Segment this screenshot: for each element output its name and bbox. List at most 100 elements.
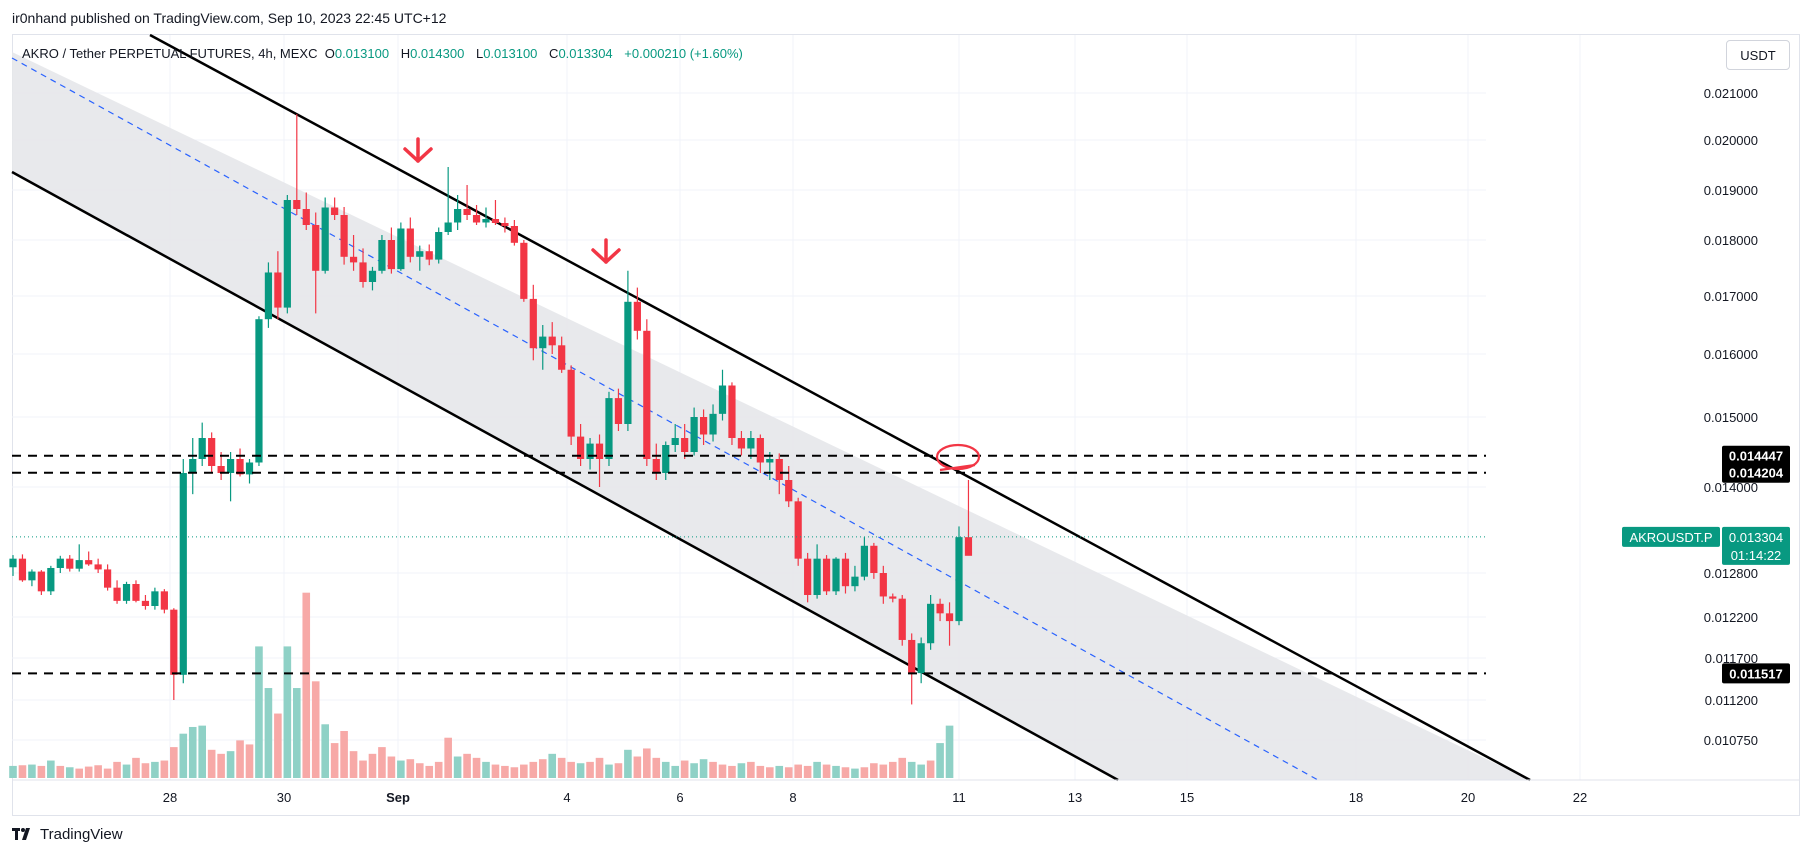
candle-body [85, 560, 93, 565]
candle-body [208, 438, 216, 466]
volume-bar [321, 724, 329, 778]
volume-bar [188, 726, 197, 778]
volume-bar [803, 765, 812, 778]
candle-body [75, 560, 83, 569]
candle-body [340, 215, 348, 257]
candle-body [718, 385, 727, 414]
candle-body [444, 222, 452, 232]
candle-body [747, 438, 755, 449]
high-label: H [400, 46, 411, 61]
candle-body [501, 223, 509, 226]
volume-bar [661, 761, 670, 778]
price-tick-label: 0.018000 [1704, 233, 1758, 248]
tradingview-logo-icon [12, 827, 34, 843]
volume-bar [718, 764, 727, 778]
symbol-tag [1622, 526, 1720, 547]
candle-body [870, 545, 878, 573]
volume-bar [898, 757, 907, 778]
volume-bar [841, 767, 850, 778]
time-tick-label: 13 [1068, 790, 1082, 805]
volume-bar [680, 760, 689, 778]
candle-body [898, 598, 906, 640]
volume-bar [132, 757, 140, 778]
candle-body [28, 571, 36, 581]
candle-body [406, 228, 414, 257]
volume-bar [84, 766, 93, 778]
volume-bar [567, 761, 575, 778]
price-tick-label: 0.019000 [1704, 183, 1758, 198]
volume-bar [520, 764, 528, 778]
volume-bar [28, 764, 36, 778]
candle-body [179, 473, 187, 675]
candle-body [359, 262, 367, 282]
candle-body [37, 571, 45, 592]
arrow-head [403, 147, 433, 163]
candle-body [775, 459, 783, 480]
volume-bar [18, 765, 27, 778]
volume-bar [75, 768, 84, 778]
candle-body [349, 256, 358, 263]
volume-bar [851, 768, 859, 778]
volume-bar [151, 761, 159, 778]
volume-bar [576, 763, 585, 778]
volume-bar [482, 761, 490, 778]
candle-body [851, 576, 859, 587]
price-axis: 0.021000 0.020000 0.019000 0.018000 0.017000… [1704, 86, 1758, 748]
publish-info: ir0nhand published on TradingView.com, S… [12, 10, 447, 26]
volume-bar [378, 747, 386, 778]
time-tick-label: 20 [1461, 790, 1475, 805]
price-tick-label: 0.011200 [1705, 693, 1758, 708]
volume-bar [643, 748, 651, 778]
volume-bar [425, 765, 434, 778]
candle-body [558, 345, 566, 370]
candle-body [472, 215, 481, 223]
candle-body [681, 438, 689, 452]
volume-bars [9, 592, 954, 778]
candle-body [889, 596, 897, 599]
candle-body [945, 613, 954, 622]
horizontal-levels [12, 454, 1486, 675]
volume-bar [434, 761, 443, 778]
candle-body [699, 417, 708, 435]
price-tick-label: 0.015000 [1704, 410, 1758, 425]
volume-bar [709, 761, 717, 778]
volume-bar [529, 761, 538, 778]
low-value: 0.013100 [483, 46, 538, 61]
candle-body [577, 436, 585, 459]
candle-body [368, 270, 377, 282]
volume-bar [737, 763, 746, 778]
candle-body [18, 558, 27, 581]
volume-bar [217, 753, 225, 778]
volume-bar [65, 767, 74, 778]
price-tick-label: 0.012800 [1704, 566, 1758, 581]
price-tick-label: 0.016000 [1704, 347, 1758, 362]
volume-bar [926, 760, 935, 778]
candle-body [94, 564, 102, 570]
candle-body [122, 584, 131, 601]
volume-bar [406, 759, 415, 778]
candle-body [245, 462, 254, 475]
volume-bar [794, 764, 802, 778]
candle-body [510, 226, 518, 243]
volume-bar [614, 763, 623, 778]
last-price-label: 0.013304 [1729, 530, 1783, 545]
volume-bar [595, 757, 604, 778]
volume-bar [472, 757, 481, 778]
time-tick-label: 30 [277, 790, 291, 805]
candle-body [454, 209, 462, 223]
currency-unit-button[interactable]: USDT [1726, 40, 1790, 70]
volume-bar [491, 764, 500, 778]
volume-bar [907, 761, 916, 778]
candle-body [529, 298, 537, 349]
candle-body [113, 587, 121, 601]
volume-bar [747, 761, 755, 778]
candle-body [908, 639, 916, 674]
volume-bar [198, 725, 206, 778]
candle-body [766, 459, 774, 463]
volume-bar [340, 731, 348, 778]
volume-bar [179, 733, 188, 778]
candle-body [274, 272, 282, 308]
price-tag [1722, 445, 1790, 466]
candle-body [841, 558, 850, 587]
